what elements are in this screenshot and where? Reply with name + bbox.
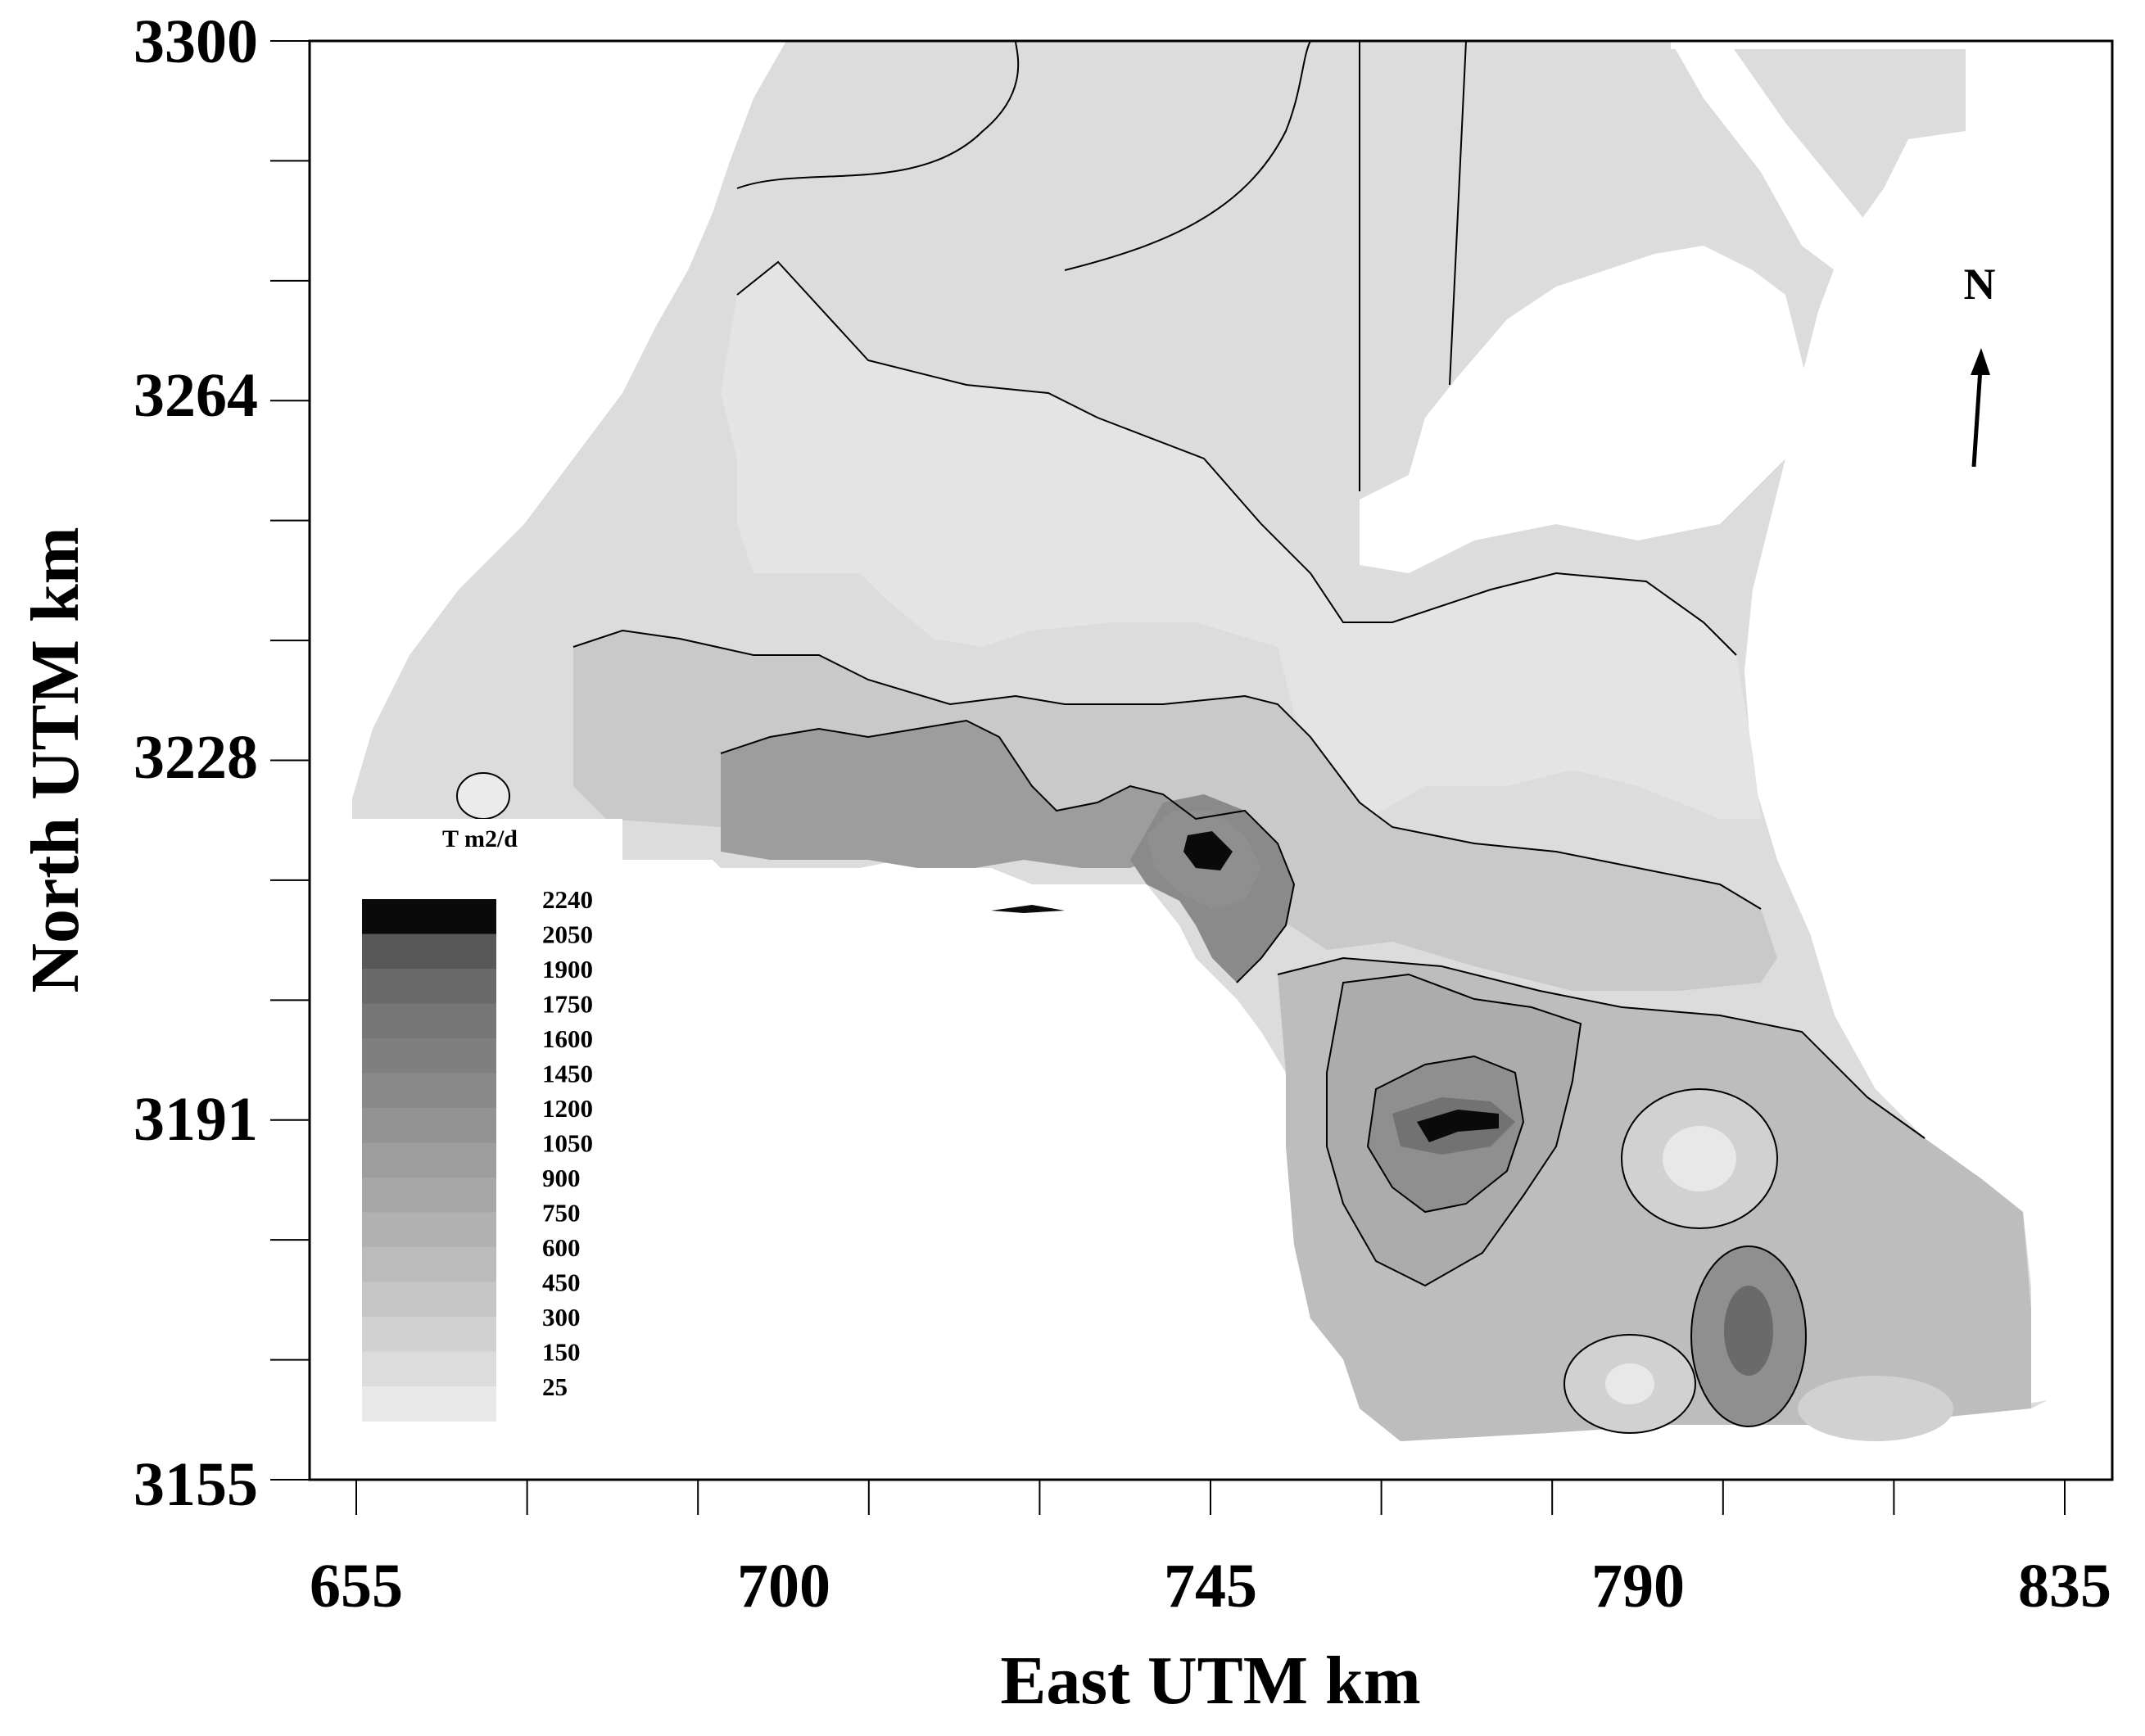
x-tick-label: 700 bbox=[737, 1552, 830, 1621]
y-axis-title: North UTM km bbox=[17, 527, 93, 992]
y-tick-label: 3300 bbox=[133, 7, 258, 76]
x-axis-title: East UTM km bbox=[1000, 1643, 1420, 1719]
north-label: N bbox=[1964, 260, 1996, 309]
legend-label: 1900 bbox=[542, 955, 593, 983]
contour-line-1 bbox=[736, 260, 1737, 656]
legend-swatch bbox=[362, 1212, 496, 1248]
legend-swatch bbox=[362, 1142, 496, 1178]
legend-label: 450 bbox=[542, 1268, 581, 1297]
legend-title: T m2/d bbox=[442, 825, 518, 852]
contour-mound-south-1-core bbox=[1724, 1286, 1773, 1376]
x-axis-ticks bbox=[355, 1480, 2066, 1515]
y-tick-label: 3228 bbox=[133, 723, 258, 792]
x-tick-label: 790 bbox=[1591, 1552, 1685, 1621]
legend-label: 2050 bbox=[542, 920, 593, 949]
legend-label: 1600 bbox=[542, 1024, 593, 1053]
contour-line-4 bbox=[1326, 973, 1582, 1287]
contour-island-west bbox=[457, 773, 509, 819]
legend-swatch bbox=[362, 1038, 496, 1074]
legend-swatch bbox=[362, 934, 496, 970]
legend-label: 150 bbox=[542, 1338, 581, 1367]
legend-label: 1450 bbox=[542, 1060, 593, 1088]
contour-band-900 bbox=[721, 721, 1196, 868]
contour-line-11 bbox=[1690, 1245, 1807, 1427]
contour-line-12 bbox=[1621, 1088, 1778, 1229]
y-tick-label: 3264 bbox=[133, 361, 258, 430]
legend-swatch bbox=[362, 1282, 496, 1318]
contour-peak-2240-east bbox=[1417, 1110, 1499, 1142]
legend-label: 900 bbox=[542, 1164, 581, 1192]
legend-label: 1200 bbox=[542, 1094, 593, 1123]
legend-label: 750 bbox=[542, 1199, 581, 1227]
legend-label: 2240 bbox=[542, 885, 593, 914]
contour-lines bbox=[456, 40, 1926, 1434]
contour-mound-south-3-core bbox=[1605, 1363, 1654, 1404]
contour-line-10 bbox=[1064, 40, 1311, 271]
contour-line-13 bbox=[1563, 1334, 1696, 1434]
contour-line-5 bbox=[1366, 1055, 1525, 1214]
contour-line-8 bbox=[1449, 40, 1467, 386]
no-data-gap-northeast bbox=[1360, 246, 1818, 573]
legend-label: 600 bbox=[542, 1233, 581, 1262]
legend-swatch bbox=[362, 1003, 496, 1039]
contour-peak-2240-west bbox=[991, 905, 1065, 913]
no-data-gap-diagonal bbox=[1671, 41, 1884, 270]
legend-swatch bbox=[362, 1317, 496, 1352]
legend-label: 1750 bbox=[542, 990, 593, 1019]
contour-line-2 bbox=[572, 629, 1762, 910]
y-axis-ticks bbox=[270, 40, 310, 1481]
legend-swatch bbox=[362, 1178, 496, 1213]
legend-swatch bbox=[362, 1073, 496, 1109]
legend-swatch bbox=[362, 1386, 496, 1422]
legend-label: 1050 bbox=[542, 1129, 593, 1158]
legend-label: 300 bbox=[542, 1303, 581, 1331]
y-tick-label: 3155 bbox=[133, 1450, 258, 1519]
legend-swatch bbox=[362, 1351, 496, 1387]
legend-swatch bbox=[362, 899, 496, 934]
contour-mound-south-4 bbox=[1798, 1376, 1953, 1441]
x-tick-label: 655 bbox=[310, 1552, 403, 1621]
x-tick-label: 745 bbox=[1164, 1552, 1257, 1621]
contour-band-150 bbox=[721, 262, 1761, 819]
contour-line-9 bbox=[736, 40, 1020, 189]
contour-mound-south-2-core bbox=[1663, 1126, 1736, 1191]
x-tick-label: 835 bbox=[2018, 1552, 2111, 1621]
legend-swatch bbox=[362, 969, 496, 1004]
legend: 2240 2050 1900 1750 1600 1450 1200 1050 900 750 60… bbox=[362, 885, 593, 1422]
contour-fill-layer bbox=[352, 41, 2048, 1441]
legend-label: 25 bbox=[542, 1372, 568, 1401]
north-arrow-icon bbox=[1971, 348, 1990, 468]
contour-line-3 bbox=[1277, 956, 1926, 1139]
legend-swatch bbox=[362, 1108, 496, 1143]
y-tick-label: 3191 bbox=[133, 1085, 258, 1154]
contour-peak-2240-central bbox=[1183, 831, 1233, 870]
legend-swatch bbox=[362, 1247, 496, 1282]
contour-line-6 bbox=[720, 719, 1296, 983]
